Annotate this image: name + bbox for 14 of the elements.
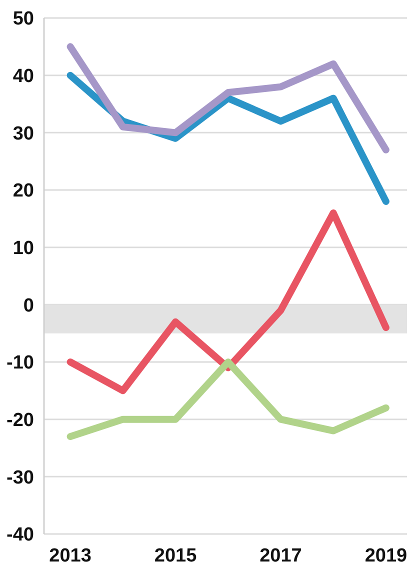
- y-tick-label: 50: [12, 8, 34, 30]
- y-tick-label: -10: [6, 352, 34, 374]
- y-tick-label: -40: [6, 524, 34, 546]
- y-tick-label: 0: [23, 295, 34, 316]
- y-tick-label: -30: [6, 467, 34, 488]
- x-tick-label: 2015: [154, 545, 198, 566]
- y-tick-label: -20: [6, 410, 34, 432]
- y-tick-label: 10: [12, 238, 34, 260]
- y-tick-label: 20: [12, 180, 34, 202]
- x-tick-label: 2017: [260, 545, 302, 566]
- x-tick-label: 2013: [49, 545, 92, 566]
- x-tick-label: 2019: [364, 545, 408, 566]
- y-tick-label: 30: [12, 123, 34, 144]
- y-tick-label: 40: [12, 66, 34, 88]
